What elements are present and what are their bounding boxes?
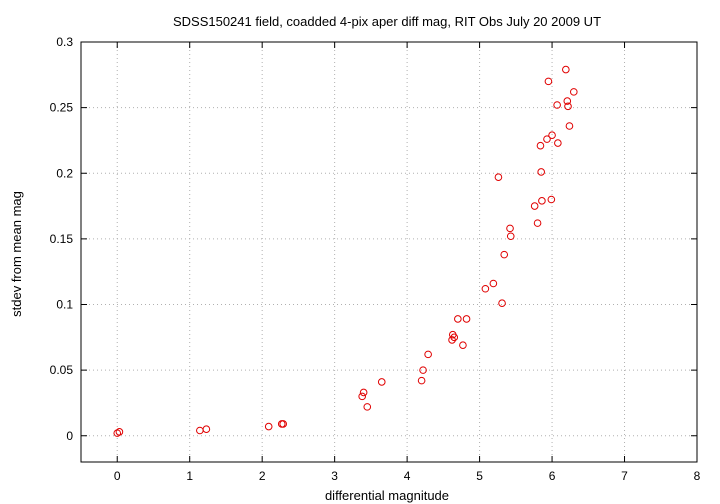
y-tick-label: 0.15 (50, 232, 74, 246)
data-point (533, 219, 542, 227)
data-point (202, 425, 211, 433)
data-point (570, 88, 578, 96)
data-point (279, 420, 287, 428)
x-tick-label: 8 (694, 469, 701, 483)
data-point (377, 378, 386, 386)
y-axis-label: stdev from mean mag (9, 191, 24, 317)
x-tick-label: 1 (186, 469, 193, 483)
data-point (547, 195, 556, 204)
data-point (113, 429, 122, 437)
data-point (363, 403, 372, 411)
y-tick-label: 0.1 (56, 298, 73, 312)
data-point (498, 299, 506, 307)
x-tick-label: 4 (404, 469, 411, 483)
x-tick-label: 7 (621, 469, 628, 483)
data-point (548, 131, 556, 139)
x-tick-label: 5 (476, 469, 483, 483)
data-point (563, 97, 572, 105)
data-point (454, 315, 462, 323)
y-tick-label: 0.2 (56, 166, 73, 180)
x-axis-label: differential magnitude (325, 488, 449, 503)
data-point (264, 422, 273, 431)
data-point (115, 428, 124, 436)
data-point (196, 426, 204, 435)
ticks-layer: 0 1 2 3 4 5 6 7 8 0 0.05 0.1 0.15 0.2 0.25 0.3 (50, 35, 701, 483)
y-tick-label: 0 (66, 429, 73, 443)
x-tick-label: 3 (331, 469, 338, 483)
x-tick-label: 0 (114, 469, 121, 483)
data-point (481, 284, 490, 293)
data-point (459, 341, 467, 349)
data-point (554, 139, 562, 147)
data-point (494, 173, 503, 181)
data-point (489, 279, 498, 288)
data-point (462, 315, 471, 323)
y-tick-label: 0.3 (56, 35, 73, 49)
data-point (359, 388, 368, 397)
data-point (506, 224, 514, 233)
data-point (506, 232, 515, 241)
data-point (543, 135, 551, 143)
grid-layer (81, 42, 697, 462)
y-tick-label: 0.05 (50, 363, 74, 377)
data-point (417, 376, 426, 385)
data-point (562, 65, 570, 74)
data-point (450, 333, 459, 342)
data-point (544, 77, 553, 86)
data-point (564, 102, 572, 111)
points-layer (113, 65, 578, 437)
data-point (553, 101, 561, 109)
data-point (530, 202, 539, 210)
data-point (448, 336, 456, 344)
data-point (419, 366, 427, 374)
data-point (536, 141, 545, 150)
data-point (565, 122, 574, 130)
data-point (424, 350, 432, 359)
chart-title: SDSS150241 field, coadded 4-pix aper dif… (173, 14, 601, 29)
x-tick-label: 2 (259, 469, 266, 483)
data-point (538, 197, 546, 205)
data-point (358, 392, 366, 401)
data-point (500, 250, 509, 259)
data-point (537, 168, 545, 176)
x-tick-label: 6 (549, 469, 556, 483)
plot-frame (80, 41, 698, 463)
y-tick-label: 0.25 (50, 101, 74, 115)
